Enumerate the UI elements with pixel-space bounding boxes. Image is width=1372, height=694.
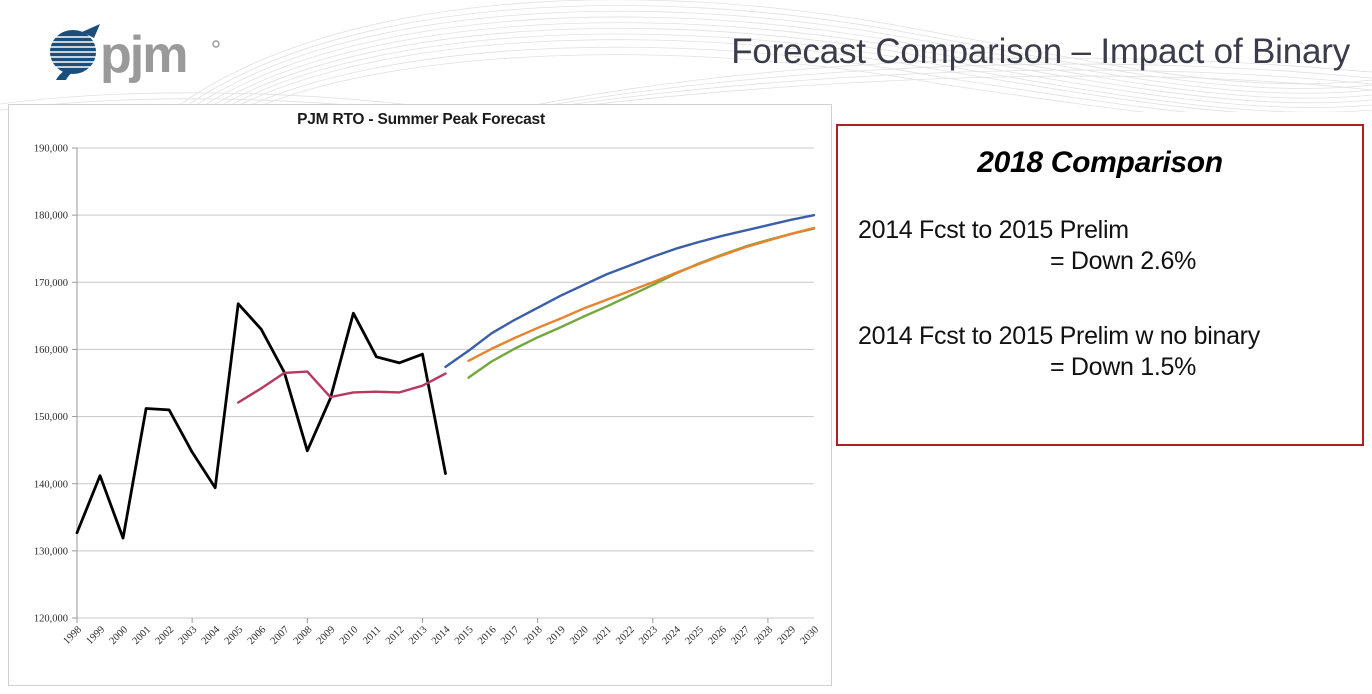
x-axis-tick-labels: 1998 1999 2000 2001 2002 2003 2004 2005 2006 2007… xyxy=(61,624,821,647)
x-axis-tick-label: 2006 xyxy=(246,624,269,647)
x-axis-tick-label: 2024 xyxy=(660,624,683,647)
callout-heading: 2018 Comparison xyxy=(977,146,1223,179)
x-axis-tick-label: 2016 xyxy=(476,624,499,647)
x-axis-tick-label: 2022 xyxy=(614,624,637,647)
x-axis-tick-label: 2004 xyxy=(200,624,223,647)
x-axis-tick-label: 2020 xyxy=(568,624,591,647)
svg-text:pjm: pjm xyxy=(100,26,186,84)
callout-block-1: 2014 Fcst to 2015 Prelim = Down 2.6% xyxy=(852,216,1348,276)
page-title: Forecast Comparison – Impact of Binary xyxy=(731,32,1350,71)
x-axis-tick-label: 2026 xyxy=(706,624,729,647)
y-axis-tick-label: 170,000 xyxy=(34,278,68,289)
x-axis-tick-label: 2015 xyxy=(453,624,476,647)
x-axis-tick-label: 2018 xyxy=(522,624,545,647)
x-axis-tick-label: 2003 xyxy=(177,624,200,647)
x-axis-tick-label: 2025 xyxy=(683,624,706,647)
series-line-weather-normalized xyxy=(237,370,447,404)
x-axis-tick-label: 2028 xyxy=(752,624,775,647)
chart-title: PJM RTO - Summer Peak Forecast xyxy=(297,111,545,128)
x-axis-tick-label: 2012 xyxy=(384,624,407,647)
y-axis-tick-label: 160,000 xyxy=(34,345,68,356)
x-axis-tick-label: 2013 xyxy=(407,624,430,647)
x-axis-tick-label: 2008 xyxy=(292,624,315,647)
x-axis-tick-label: 2014 xyxy=(430,624,453,647)
comparison-callout-box: 2018 Comparison 2014 Fcst to 2015 Prelim… xyxy=(836,124,1364,446)
x-axis-tick-label: 2023 xyxy=(637,624,660,647)
callout-block-2-line-2: = Down 1.5% xyxy=(1049,353,1197,381)
x-axis-tick-label: 2009 xyxy=(315,624,338,647)
y-axis-tick-label: 130,000 xyxy=(34,546,68,557)
x-axis-tick-marks xyxy=(76,618,769,623)
line-chart: 120,000 130,000 140,000 150,000 160,000 170,0… xyxy=(34,144,821,647)
x-axis-tick-label: 2011 xyxy=(361,624,383,646)
x-axis-tick-label: 2002 xyxy=(154,624,177,647)
x-axis-tick-label: 2017 xyxy=(499,624,522,647)
x-axis-tick-label: 2005 xyxy=(223,624,246,647)
x-axis-tick-label: 2007 xyxy=(269,624,292,647)
callout-block-1-line-2: = Down 2.6% xyxy=(1049,247,1197,275)
x-axis-tick-label: 2029 xyxy=(775,624,798,647)
pjm-logo-icon: pjm xyxy=(50,24,220,84)
x-axis-tick-label: 2001 xyxy=(131,624,154,647)
x-axis-tick-label: 2027 xyxy=(729,624,752,647)
y-axis-tick-label: 190,000 xyxy=(34,144,68,155)
y-axis-tick-label: 120,000 xyxy=(34,614,68,625)
y-axis-tick-labels: 120,000 130,000 140,000 150,000 160,000 170,0… xyxy=(34,144,68,625)
callout-block-1-line-1: 2014 Fcst to 2015 Prelim xyxy=(858,216,1129,244)
chart-gridlines xyxy=(72,147,814,619)
x-axis-tick-label: 2021 xyxy=(591,624,614,647)
callout-block-2-line-1: 2014 Fcst to 2015 Prelim w no binary xyxy=(858,322,1260,350)
x-axis-tick-label: 2010 xyxy=(338,624,361,647)
x-axis-tick-label: 2000 xyxy=(108,624,131,647)
x-axis-tick-label: 1999 xyxy=(85,624,108,647)
y-axis-tick-label: 150,000 xyxy=(34,412,68,423)
callout-block-2: 2014 Fcst to 2015 Prelim w no binary = D… xyxy=(852,322,1348,382)
y-axis-tick-label: 180,000 xyxy=(34,211,68,222)
x-axis-tick-label: 2019 xyxy=(545,624,568,647)
series-line-actual xyxy=(75,302,447,540)
chart-series-group xyxy=(75,213,816,540)
x-axis-tick-label: 1998 xyxy=(61,624,84,647)
x-axis-tick-label: 2030 xyxy=(798,624,821,647)
series-line-2015-forecast-w-no-binary xyxy=(467,226,816,363)
series-line-2015-preliminary-forecast xyxy=(467,227,816,379)
y-axis-tick-label: 140,000 xyxy=(34,479,68,490)
series-line-2014-forecast xyxy=(444,213,816,369)
chart-panel: PJM RTO - Summer Peak Forecast 120,000 13… xyxy=(8,104,832,686)
